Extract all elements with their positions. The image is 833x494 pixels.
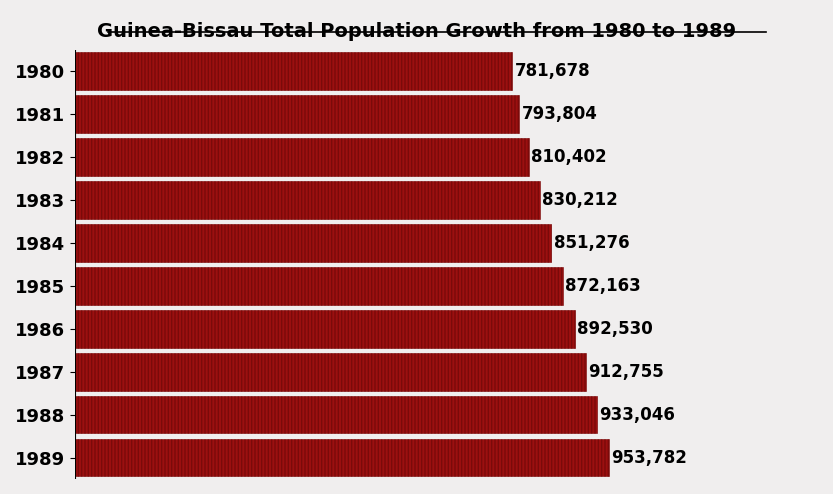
Text: 872,163: 872,163 — [566, 277, 641, 295]
Text: 953,782: 953,782 — [611, 449, 687, 466]
Bar — [75, 95, 519, 133]
Text: 851,276: 851,276 — [554, 234, 629, 252]
Text: 912,755: 912,755 — [588, 363, 664, 381]
Bar — [75, 181, 540, 219]
Text: Guinea-Bissau Total Population Growth from 1980 to 1989: Guinea-Bissau Total Population Growth fr… — [97, 22, 736, 41]
Bar — [75, 353, 586, 391]
Text: 781,678: 781,678 — [515, 62, 591, 80]
Text: 892,530: 892,530 — [576, 320, 652, 338]
Text: 793,804: 793,804 — [521, 105, 597, 123]
Bar — [75, 224, 551, 262]
Bar — [75, 52, 512, 90]
Bar — [75, 310, 575, 348]
Text: 933,046: 933,046 — [600, 406, 676, 423]
Bar — [75, 267, 563, 305]
Bar — [75, 439, 609, 476]
Text: 810,402: 810,402 — [531, 148, 606, 166]
Text: 830,212: 830,212 — [542, 191, 617, 209]
Bar — [75, 138, 529, 176]
Bar — [75, 396, 597, 433]
